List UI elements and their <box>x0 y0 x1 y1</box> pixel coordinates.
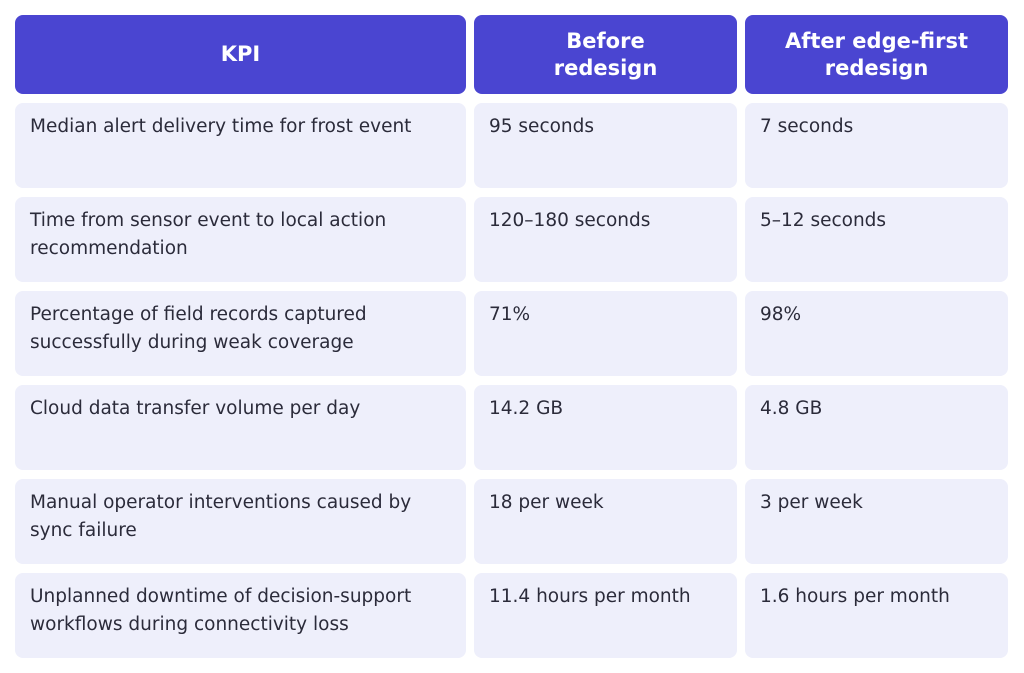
kpi-cell: Cloud data transfer volume per day <box>15 385 466 470</box>
header-cell: After edge-first redesign <box>745 15 1008 94</box>
kpi-cell: Median alert delivery time for frost eve… <box>15 103 466 188</box>
header-text: KPI <box>220 42 261 66</box>
kpi-cell: Manual operator interventions caused by … <box>15 479 466 564</box>
value-cell: 98% <box>745 291 1008 376</box>
value-cell: 4.8 GB <box>745 385 1008 470</box>
value-cell: 5–12 seconds <box>745 197 1008 282</box>
kpi-cell: Time from sensor event to local action r… <box>15 197 466 282</box>
header-text: After edge-first redesign <box>784 28 969 80</box>
value-cell: 120–180 seconds <box>474 197 737 282</box>
value-cell: 1.6 hours per month <box>745 573 1008 658</box>
kpi-cell: Percentage of field records captured suc… <box>15 291 466 376</box>
value-cell: 11.4 hours per month <box>474 573 737 658</box>
value-cell: 7 seconds <box>745 103 1008 188</box>
value-cell: 3 per week <box>745 479 1008 564</box>
header-cell: KPI <box>15 15 466 94</box>
value-cell: 18 per week <box>474 479 737 564</box>
header-cell: Before redesign <box>474 15 737 94</box>
kpi-table: KPI Before redesign After edge-first redes… <box>15 15 1008 658</box>
header-text: Before redesign <box>553 28 658 80</box>
value-cell: 71% <box>474 291 737 376</box>
value-cell: 14.2 GB <box>474 385 737 470</box>
kpi-cell: Unplanned downtime of decision-support w… <box>15 573 466 658</box>
value-cell: 95 seconds <box>474 103 737 188</box>
